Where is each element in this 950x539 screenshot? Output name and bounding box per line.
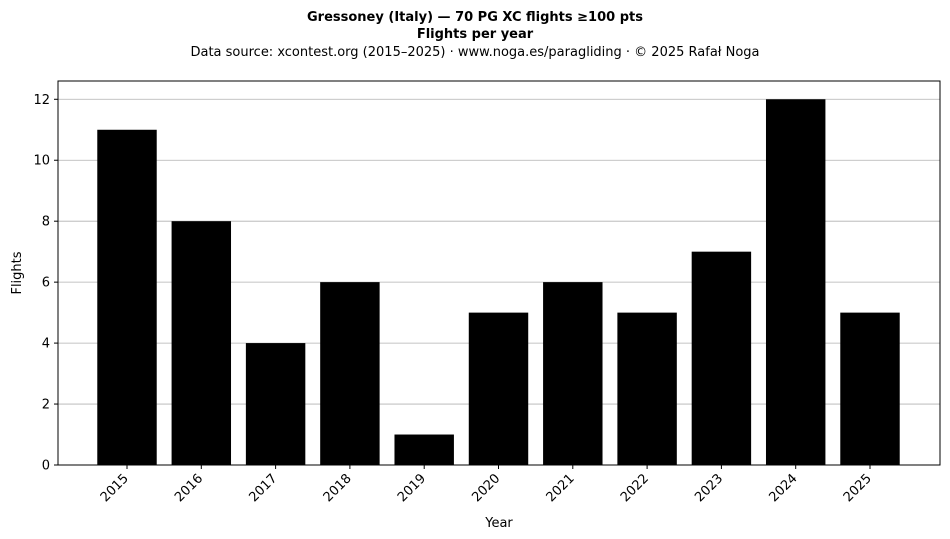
bar-2025 [840, 312, 900, 465]
y-tick-label: 8 [42, 215, 50, 230]
x-tick-label-2020: 2020 [469, 471, 503, 505]
y-tick-label: 6 [42, 276, 50, 291]
bar-2019 [394, 434, 454, 465]
bar-2015 [97, 129, 157, 465]
x-tick-label-2025: 2025 [841, 471, 875, 505]
x-tick-label-2023: 2023 [692, 471, 726, 505]
chart-source-line: Data source: xcontest.org (2015–2025) · … [190, 45, 759, 60]
bar-2021 [543, 282, 603, 465]
chart-title: Gressoney (Italy) — 70 PG XC flights ≥10… [307, 10, 643, 25]
y-axis-label: Flights [10, 251, 25, 294]
bar-2024 [765, 99, 826, 466]
y-axis-ticks: 0 2 4 6 8 10 12 [33, 93, 58, 474]
x-tick-label-2021: 2021 [544, 471, 578, 505]
y-tick-label: 4 [42, 337, 50, 352]
bar-2023 [691, 251, 752, 465]
y-tick-label: 2 [42, 398, 50, 413]
bar-2016 [171, 221, 232, 465]
x-tick-label-2016: 2016 [172, 471, 206, 505]
bar-2022 [617, 312, 677, 465]
x-tick-label-2024: 2024 [767, 471, 801, 505]
bars [97, 99, 900, 466]
x-axis-label: Year [484, 516, 513, 531]
x-tick-label-2015: 2015 [98, 471, 132, 505]
x-axis-ticks: 2015 2016 2017 2018 2019 2020 2021 2022 2023 2024… [98, 465, 875, 505]
x-tick-label-2018: 2018 [321, 471, 355, 505]
bar-2020 [468, 312, 529, 465]
y-tick-label: 10 [33, 154, 50, 169]
x-tick-label-2019: 2019 [395, 471, 429, 505]
x-tick-label-2022: 2022 [618, 471, 652, 505]
y-tick-label: 12 [33, 93, 50, 108]
x-tick-label-2017: 2017 [246, 471, 280, 505]
bar-2017 [245, 343, 306, 465]
y-tick-label: 0 [42, 459, 50, 474]
chart-subtitle: Flights per year [417, 27, 534, 42]
bar-2018 [320, 282, 380, 465]
